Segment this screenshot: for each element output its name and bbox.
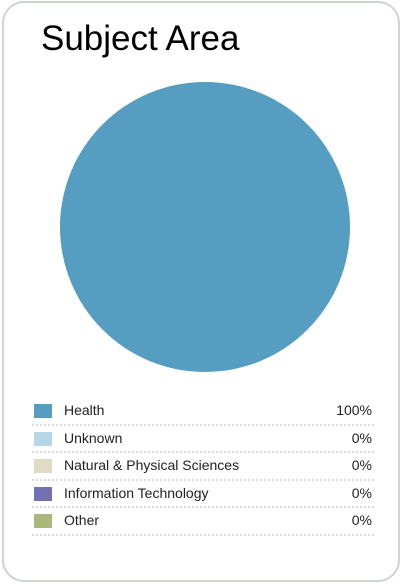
legend-swatch [34,486,52,501]
legend-item-health: Health 100% [32,398,374,426]
chart-title: Subject Area [41,19,240,58]
legend-label: Health [64,402,105,418]
legend-item-natural-physical-sciences: Natural & Physical Sciences 0% [32,453,374,481]
legend-swatch [34,404,52,418]
legend-label: Unknown [64,429,123,446]
pie-chart [60,82,350,372]
legend-item-other: Other 0% [32,508,374,536]
legend-swatch [34,431,52,446]
legend-value: 0% [351,512,372,528]
legend-label: Information Technology [64,484,209,501]
legend-label: Other [64,512,100,528]
legend-item-information-technology: Information Technology 0% [32,481,374,508]
legend-item-unknown: Unknown 0% [32,426,374,453]
legend-value: 0% [351,484,372,501]
legend-value: 0% [351,429,372,446]
legend-swatch [34,459,52,473]
legend-label: Natural & Physical Sciences [64,457,240,473]
legend: Health 100% Unknown 0% Natural & Physica… [32,398,374,536]
legend-value: 0% [351,457,372,473]
pie-slice-health [60,82,350,372]
legend-swatch [34,514,52,528]
legend-value: 100% [336,402,372,418]
